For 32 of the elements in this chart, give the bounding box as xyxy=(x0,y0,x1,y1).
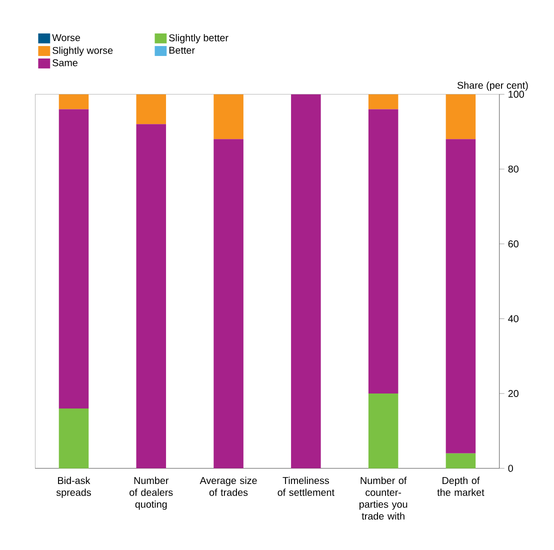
legend-label: Same xyxy=(52,59,78,66)
bar xyxy=(214,94,244,140)
legend-label: Slightly worse xyxy=(52,46,113,56)
x-tick-label: Number of counter-parties you trade with xyxy=(360,476,408,520)
bar xyxy=(58,94,89,110)
bar xyxy=(446,94,476,140)
bar xyxy=(368,394,398,468)
bar xyxy=(446,454,476,468)
legend-label: Slightly better xyxy=(169,34,228,44)
bar xyxy=(214,139,244,468)
y-axis-title: Share (per cent) xyxy=(457,82,528,91)
y-tick-label: 80 xyxy=(508,166,518,173)
y-tick-label: 0 xyxy=(508,464,513,472)
bar xyxy=(368,94,398,110)
legend-label: Worse xyxy=(52,34,80,42)
y-tick-label: 40 xyxy=(508,315,518,322)
bar xyxy=(136,124,166,468)
bar xyxy=(446,139,476,454)
x-tick-label: Timeliness of settlement xyxy=(278,476,334,496)
y-tick-label: 60 xyxy=(508,240,518,248)
y-tick-label: 20 xyxy=(508,390,518,398)
bar xyxy=(368,109,398,394)
legend-label: Better xyxy=(169,46,195,54)
x-tick-label: Bid-ask spreads xyxy=(56,476,91,498)
bar xyxy=(58,408,89,468)
y-tick-label: 100 xyxy=(508,90,524,98)
bar xyxy=(58,109,89,409)
x-tick-label: Depth of the market xyxy=(437,476,484,496)
x-tick-label: Average size of trades xyxy=(200,476,257,496)
bar xyxy=(136,94,166,124)
x-tick-label: Number of dealers quoting xyxy=(130,476,173,510)
bar xyxy=(291,94,321,468)
